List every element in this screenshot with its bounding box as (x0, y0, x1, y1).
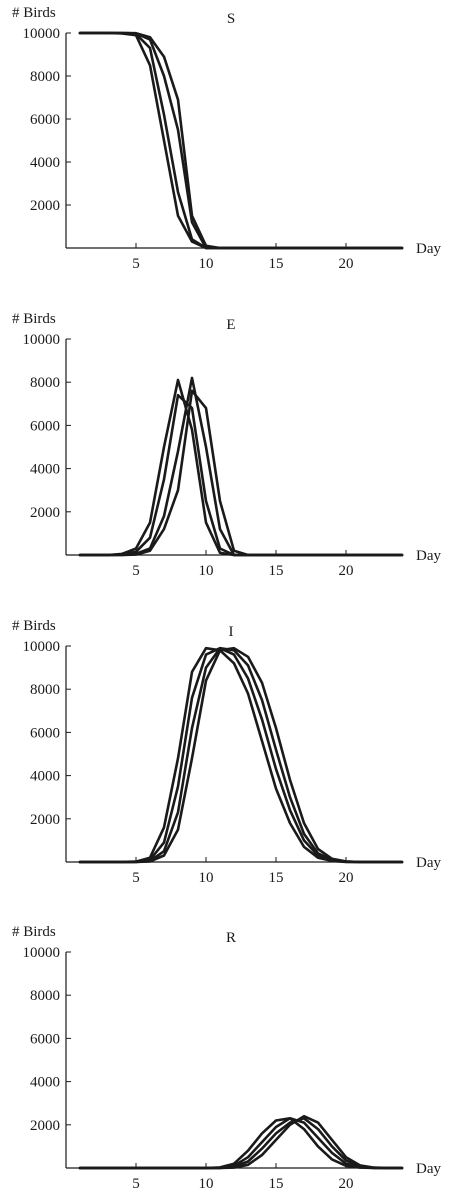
y-tick-label: 10000 (23, 26, 61, 42)
series-line-4 (78, 31, 404, 250)
panel-title: S (227, 11, 235, 27)
x-tick-label: 20 (339, 256, 354, 272)
x-tick-label: 15 (269, 1176, 284, 1192)
series-line-1 (78, 31, 404, 250)
series-line-3 (78, 31, 404, 250)
y-tick-label: 4000 (30, 769, 60, 785)
y-tick-label: 8000 (30, 988, 60, 1004)
series-line-1 (78, 378, 404, 557)
y-tick-label: 4000 (30, 1075, 60, 1091)
y-tick-label: 10000 (23, 639, 61, 655)
x-tick-label: 5 (132, 870, 140, 886)
y-tick-label: 10000 (23, 332, 61, 348)
x-axis-label: Day (416, 548, 441, 564)
x-tick-label: 15 (269, 256, 284, 272)
x-tick-label: 5 (132, 563, 140, 579)
x-tick-label: 10 (199, 563, 214, 579)
series-line-2 (78, 393, 404, 557)
y-tick-label: 4000 (30, 155, 60, 171)
panel-title: E (226, 317, 235, 333)
y-tick-label: 6000 (30, 1031, 60, 1047)
panel-title: I (229, 624, 234, 640)
x-tick-label: 5 (132, 1176, 140, 1192)
y-tick-label: 6000 (30, 725, 60, 741)
x-tick-label: 20 (339, 563, 354, 579)
x-tick-label: 10 (199, 1176, 214, 1192)
series-line-1 (78, 646, 404, 864)
y-tick-label: 8000 (30, 682, 60, 698)
panel-s: 2000 4000 6000 8000 10000 5 10 15 20 # Birds Day S (12, 5, 441, 272)
y-tick-label: 6000 (30, 112, 60, 128)
y-axis-label: # Birds (12, 5, 56, 21)
y-tick-label: 6000 (30, 418, 60, 434)
y-tick-label: 8000 (30, 69, 60, 85)
y-axis-label: # Birds (12, 618, 56, 634)
y-axis-label: # Birds (12, 924, 56, 940)
series-line-4 (78, 646, 404, 864)
y-tick-label: 8000 (30, 375, 60, 391)
y-tick-label: 4000 (30, 462, 60, 478)
panel-title: R (226, 930, 236, 946)
panel-e: 2000 4000 6000 8000 10000 5 10 15 20 # Birds Day E (12, 311, 441, 579)
x-axis-label: Day (416, 1161, 441, 1177)
x-tick-label: 15 (269, 563, 284, 579)
x-tick-label: 20 (339, 870, 354, 886)
y-axis-label: # Birds (12, 311, 56, 327)
x-tick-label: 10 (199, 870, 214, 886)
x-tick-label: 5 (132, 256, 140, 272)
panel-i: 2000 4000 6000 8000 10000 5 10 15 20 # Birds Day I (12, 618, 441, 886)
series-line-3 (78, 376, 404, 557)
series-line-4 (78, 1114, 404, 1170)
y-tick-label: 2000 (30, 1118, 60, 1134)
panel-r: 2000 4000 6000 8000 10000 5 10 15 20 # Birds Day R (12, 924, 441, 1192)
y-tick-label: 2000 (30, 505, 60, 521)
y-tick-label: 2000 (30, 812, 60, 828)
x-tick-label: 20 (339, 1176, 354, 1192)
series-line-4 (78, 389, 404, 557)
y-tick-label: 2000 (30, 198, 60, 214)
x-axis-label: Day (416, 241, 441, 257)
x-tick-label: 15 (269, 870, 284, 886)
y-tick-label: 10000 (23, 945, 61, 961)
x-axis-label: Day (416, 855, 441, 871)
x-tick-label: 10 (199, 256, 214, 272)
series-line-2 (78, 31, 404, 250)
